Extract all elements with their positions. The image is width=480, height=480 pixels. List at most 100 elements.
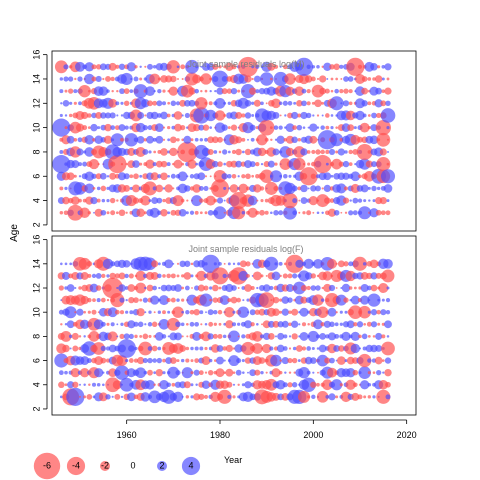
- residual-bubble: [381, 334, 386, 339]
- residual-bubble: [207, 148, 214, 155]
- residual-bubble: [350, 134, 361, 145]
- residual-bubble: [278, 210, 284, 216]
- residual-bubble: [147, 100, 153, 107]
- residual-bubble: [287, 297, 293, 303]
- residual-bubble: [202, 124, 210, 131]
- residual-bubble: [117, 172, 127, 181]
- residual-bubble: [64, 114, 68, 117]
- residual-bubble: [301, 377, 316, 392]
- residual-bubble: [325, 149, 330, 155]
- residual-bubble: [221, 124, 228, 131]
- residual-bubble: [118, 284, 126, 292]
- residual-bubble: [321, 187, 324, 190]
- residual-bubble: [80, 271, 89, 280]
- residual-bubble: [123, 185, 131, 192]
- residual-bubble: [218, 150, 222, 154]
- legend-label: -2: [101, 460, 109, 470]
- residual-bubble: [96, 198, 101, 203]
- residual-bubble: [231, 285, 237, 291]
- residual-bubble: [256, 286, 259, 290]
- residual-bubble: [147, 63, 153, 70]
- residual-bubble: [92, 187, 96, 190]
- residual-bubble: [126, 62, 136, 72]
- residual-bubble: [100, 357, 107, 364]
- residual-bubble: [325, 394, 330, 399]
- residual-bubble: [225, 368, 234, 377]
- residual-bubble: [189, 309, 195, 315]
- residual-bubble: [78, 198, 82, 203]
- residual-bubble: [376, 112, 382, 119]
- residual-bubble: [300, 197, 308, 204]
- residual-bubble: [237, 287, 240, 289]
- residual-bubble: [336, 195, 347, 206]
- residual-bubble: [144, 114, 147, 117]
- residual-bubble: [108, 344, 117, 353]
- residual-bubble: [135, 146, 146, 157]
- residual-bubble: [126, 368, 136, 378]
- residual-bubble: [100, 209, 107, 216]
- residual-bubble: [241, 334, 246, 339]
- residual-bubble: [160, 284, 168, 292]
- residual-bubble: [262, 343, 272, 354]
- residual-bubble: [135, 282, 147, 294]
- legend-bubble: [181, 456, 201, 476]
- residual-bubble: [91, 273, 97, 279]
- residual-bubble: [345, 110, 356, 121]
- residual-bubble: [348, 149, 353, 155]
- residual-bubble: [196, 270, 207, 282]
- residual-bubble: [157, 210, 162, 216]
- residual-bubble: [166, 113, 171, 118]
- panel-log-f: Joint sample residuals log(F) 2 4 6 8 10 12 14 1…: [31, 235, 417, 416]
- residual-bubble: [114, 393, 121, 400]
- residual-bubble: [288, 174, 292, 178]
- residual-bubble: [79, 319, 90, 330]
- residual-bubble: [278, 101, 283, 106]
- residual-bubble: [74, 286, 77, 290]
- residual-bubble: [167, 174, 170, 178]
- residual-bubble: [153, 150, 157, 154]
- residual-bubble: [281, 356, 289, 365]
- residual-bubble: [151, 260, 159, 268]
- residual-bubble: [316, 126, 320, 129]
- residual-bubble: [230, 87, 238, 95]
- residual-bubble: [321, 379, 333, 391]
- residual-bubble: [87, 126, 91, 129]
- residual-bubble: [235, 111, 243, 119]
- residual-bubble: [360, 272, 369, 280]
- residual-bubble: [165, 75, 173, 83]
- residual-bubble: [288, 371, 292, 374]
- residual-bubble: [213, 310, 218, 315]
- residual-bubble: [185, 310, 190, 315]
- residual-bubble: [139, 334, 143, 338]
- residual-bubble: [386, 335, 390, 338]
- residual-bubble: [58, 285, 64, 291]
- residual-bubble: [245, 173, 251, 180]
- residual-bubble: [178, 208, 187, 217]
- residual-bubble: [297, 186, 302, 191]
- residual-bubble: [311, 394, 316, 400]
- residual-bubble: [297, 138, 302, 142]
- residual-bubble: [342, 100, 350, 107]
- residual-bubble: [381, 341, 395, 356]
- residual-bubble: [104, 112, 112, 119]
- residual-bubble: [223, 371, 226, 375]
- residual-bubble: [86, 394, 93, 400]
- y-tick-label: 16: [31, 235, 41, 245]
- residual-bubble: [167, 211, 171, 215]
- residual-bubble: [172, 187, 175, 190]
- residual-bubble: [301, 322, 307, 327]
- residual-bubble: [122, 260, 131, 268]
- residual-bubble: [168, 86, 178, 96]
- residual-bubble: [187, 159, 197, 169]
- residual-bubble: [177, 183, 188, 194]
- residual-bubble: [258, 292, 275, 308]
- residual-bubble: [311, 346, 315, 351]
- residual-bubble: [352, 369, 359, 376]
- residual-bubble: [279, 274, 282, 278]
- residual-bubble: [328, 284, 336, 292]
- residual-bubble: [302, 126, 306, 129]
- residual-bubble: [207, 333, 214, 340]
- residual-bubble: [292, 346, 297, 351]
- residual-bubble: [282, 273, 288, 279]
- residual-bubble: [166, 273, 171, 279]
